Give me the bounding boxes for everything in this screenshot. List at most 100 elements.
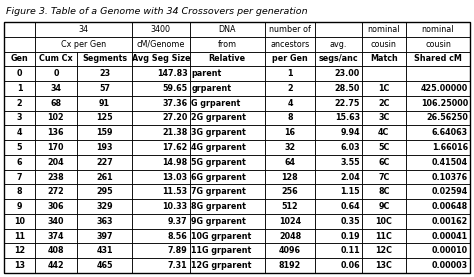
Text: 425.00000: 425.00000 xyxy=(421,84,468,93)
Text: 1C: 1C xyxy=(378,84,390,93)
Text: 8: 8 xyxy=(287,114,293,122)
Bar xyxy=(190,184,264,199)
Bar xyxy=(77,111,132,125)
Bar xyxy=(4,111,35,125)
Bar xyxy=(132,52,190,66)
Text: 37.36: 37.36 xyxy=(163,99,188,108)
Text: 0.00041: 0.00041 xyxy=(432,232,468,241)
Bar xyxy=(406,111,470,125)
Bar xyxy=(77,66,132,81)
Bar xyxy=(362,199,406,214)
Bar xyxy=(406,199,470,214)
Text: 0.64: 0.64 xyxy=(340,202,360,211)
Text: 512: 512 xyxy=(282,202,298,211)
Text: 21.38: 21.38 xyxy=(162,128,188,137)
Text: 329: 329 xyxy=(96,202,113,211)
Bar xyxy=(35,125,77,140)
Bar xyxy=(315,199,362,214)
Text: 2: 2 xyxy=(287,84,293,93)
Bar xyxy=(190,37,264,52)
Text: 465: 465 xyxy=(96,261,113,270)
Text: 10G grparent: 10G grparent xyxy=(191,232,252,241)
Text: Gen: Gen xyxy=(10,54,28,63)
Bar xyxy=(132,258,190,273)
Bar xyxy=(4,66,35,81)
Text: 0: 0 xyxy=(17,69,22,78)
Text: 9.37: 9.37 xyxy=(168,217,188,226)
Text: 27.20: 27.20 xyxy=(162,114,188,122)
Bar xyxy=(4,199,35,214)
Text: 17.62: 17.62 xyxy=(163,143,188,152)
Text: 9C: 9C xyxy=(378,202,390,211)
Text: 431: 431 xyxy=(96,246,113,255)
Bar xyxy=(264,125,315,140)
Bar xyxy=(315,66,362,81)
Text: per Gen: per Gen xyxy=(272,54,308,63)
Text: 8C: 8C xyxy=(378,187,390,196)
Text: 5C: 5C xyxy=(378,143,390,152)
Text: 0.00162: 0.00162 xyxy=(432,217,468,226)
Text: 7.89: 7.89 xyxy=(168,246,188,255)
Bar xyxy=(77,140,132,155)
Bar xyxy=(4,155,35,170)
Text: 8.56: 8.56 xyxy=(168,232,188,241)
Bar xyxy=(315,52,362,66)
Text: 442: 442 xyxy=(47,261,64,270)
Text: 3: 3 xyxy=(17,114,22,122)
Text: 15.63: 15.63 xyxy=(335,114,360,122)
Bar xyxy=(190,199,264,214)
Text: 159: 159 xyxy=(96,128,113,137)
Text: 3C: 3C xyxy=(378,114,390,122)
Bar xyxy=(35,155,77,170)
Text: 12: 12 xyxy=(14,246,25,255)
Bar xyxy=(35,81,77,96)
Text: Avg Seg Size: Avg Seg Size xyxy=(132,54,190,63)
Text: 7.31: 7.31 xyxy=(168,261,188,270)
Text: 6G grparent: 6G grparent xyxy=(191,173,246,181)
Bar xyxy=(315,229,362,243)
Bar xyxy=(406,52,470,66)
Bar xyxy=(77,81,132,96)
Bar xyxy=(35,96,77,111)
Bar xyxy=(4,37,35,52)
Text: 0.00648: 0.00648 xyxy=(432,202,468,211)
Bar xyxy=(264,243,315,258)
Bar xyxy=(132,155,190,170)
Bar xyxy=(315,81,362,96)
Bar xyxy=(264,81,315,96)
Bar xyxy=(264,199,315,214)
Bar xyxy=(362,52,406,66)
Text: nominal: nominal xyxy=(368,25,400,34)
Bar xyxy=(406,140,470,155)
Bar xyxy=(35,184,77,199)
Text: 34: 34 xyxy=(79,25,89,34)
Bar xyxy=(77,96,132,111)
Bar xyxy=(362,214,406,229)
Bar xyxy=(132,22,190,37)
Text: 363: 363 xyxy=(96,217,113,226)
Text: 6C: 6C xyxy=(378,158,390,167)
Bar xyxy=(77,155,132,170)
Bar xyxy=(190,243,264,258)
Bar xyxy=(406,66,470,81)
Bar xyxy=(264,22,315,37)
Bar xyxy=(77,170,132,184)
Bar xyxy=(406,229,470,243)
Text: 13C: 13C xyxy=(375,261,392,270)
Bar xyxy=(190,214,264,229)
Text: 2C: 2C xyxy=(378,99,390,108)
Bar xyxy=(35,243,77,258)
Bar xyxy=(132,111,190,125)
Text: 1.66016: 1.66016 xyxy=(432,143,468,152)
Bar xyxy=(35,229,77,243)
Text: 204: 204 xyxy=(47,158,64,167)
Bar xyxy=(4,81,35,96)
Text: 272: 272 xyxy=(47,187,64,196)
Bar xyxy=(35,199,77,214)
Bar xyxy=(4,258,35,273)
Bar xyxy=(406,37,470,52)
Text: avg.: avg. xyxy=(330,40,347,49)
Bar xyxy=(35,52,77,66)
Text: segs/anc: segs/anc xyxy=(319,54,358,63)
Text: 340: 340 xyxy=(48,217,64,226)
